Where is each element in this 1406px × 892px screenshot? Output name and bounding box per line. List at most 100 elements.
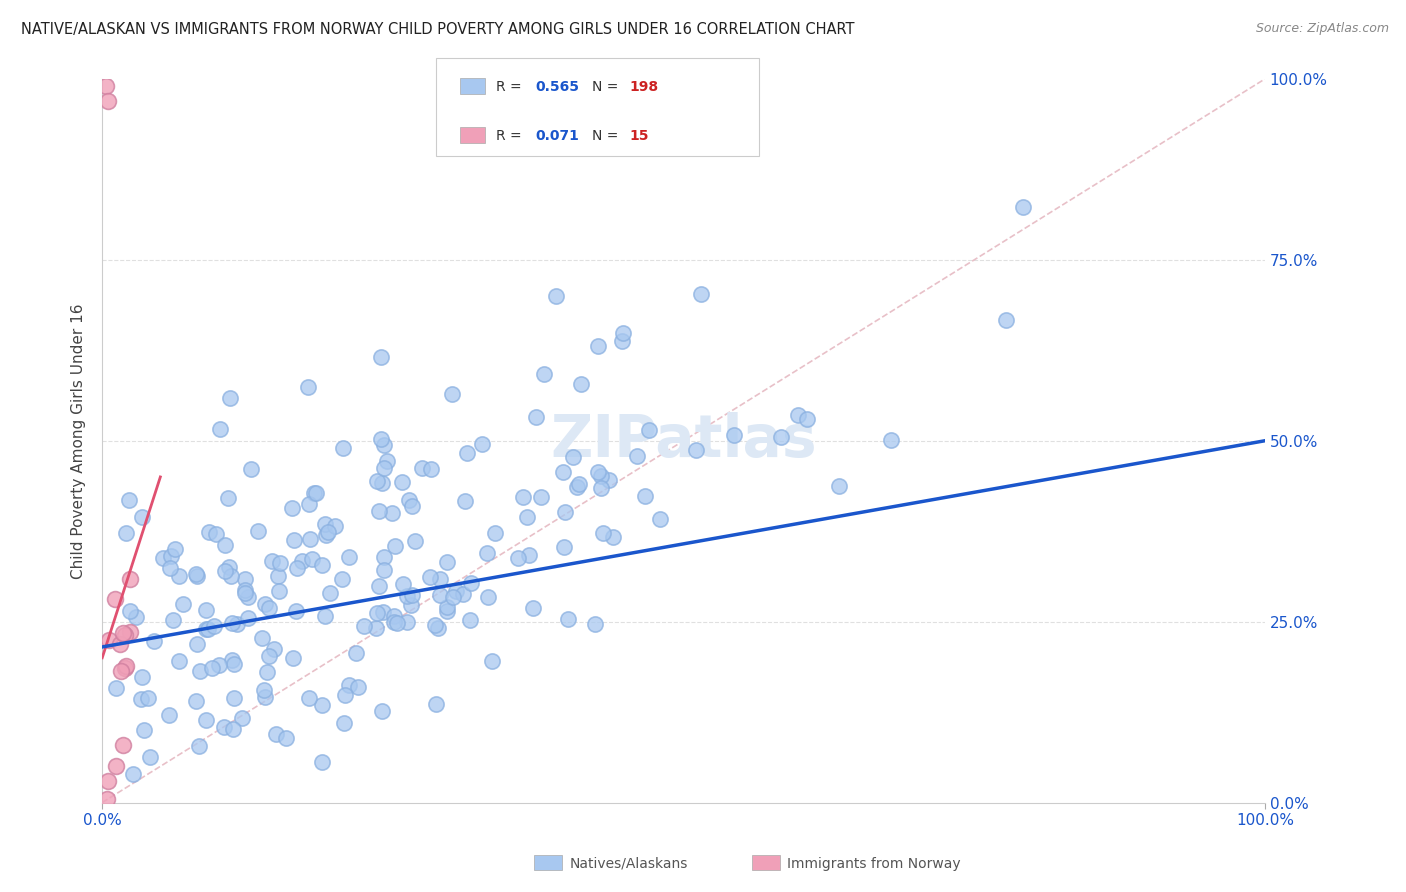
Point	[142, 633, 165, 648]
Point	[202, 619, 225, 633]
Point	[391, 475, 413, 490]
Point	[194, 713, 217, 727]
Point	[787, 409, 810, 423]
Point	[276, 731, 298, 745]
Point	[344, 646, 367, 660]
Point	[197, 623, 219, 637]
Point	[257, 649, 280, 664]
Point	[333, 715, 356, 730]
Point	[512, 490, 534, 504]
Point	[451, 587, 474, 601]
Point	[194, 622, 217, 636]
Point	[114, 661, 136, 675]
Point	[562, 450, 585, 465]
Point	[530, 490, 553, 504]
Point	[114, 627, 136, 641]
Point	[311, 755, 333, 769]
Text: N =: N =	[592, 80, 623, 95]
Point	[454, 493, 477, 508]
Point	[583, 616, 606, 631]
Point	[97, 773, 120, 788]
Point	[554, 505, 576, 519]
Point	[586, 339, 609, 353]
Point	[186, 636, 208, 650]
Point	[456, 446, 478, 460]
Point	[648, 512, 671, 526]
Point	[347, 680, 370, 694]
Point	[112, 626, 135, 640]
Point	[96, 792, 118, 806]
Point	[131, 670, 153, 684]
Point	[122, 767, 145, 781]
Point	[291, 554, 314, 568]
Point	[120, 605, 142, 619]
Point	[337, 678, 360, 692]
Point	[105, 681, 128, 695]
Point	[475, 546, 498, 560]
Point	[163, 541, 186, 556]
Point	[298, 497, 321, 511]
Point	[332, 442, 354, 456]
Point	[201, 661, 224, 675]
Point	[233, 572, 256, 586]
Text: 0.071: 0.071	[536, 129, 579, 144]
Point	[553, 465, 575, 479]
Point	[401, 588, 423, 602]
Point	[690, 286, 713, 301]
Point	[132, 723, 155, 738]
Point	[186, 569, 208, 583]
Point	[108, 638, 131, 652]
Point	[167, 654, 190, 668]
Point	[157, 708, 180, 723]
Point	[118, 492, 141, 507]
Point	[401, 499, 423, 513]
Point	[297, 379, 319, 393]
Point	[370, 704, 392, 718]
Point	[299, 533, 322, 547]
Point	[553, 541, 575, 555]
Point	[152, 550, 174, 565]
Point	[373, 438, 395, 452]
Point	[212, 720, 235, 734]
Text: Natives/Alaskans: Natives/Alaskans	[569, 857, 688, 871]
Point	[159, 561, 181, 575]
Point	[373, 605, 395, 619]
Point	[209, 422, 232, 436]
Point	[264, 727, 287, 741]
Point	[544, 289, 567, 303]
Point	[436, 604, 458, 618]
Point	[240, 462, 263, 476]
Point	[253, 597, 276, 611]
Point	[591, 469, 613, 483]
Point	[319, 586, 342, 600]
Point	[533, 368, 555, 382]
Point	[187, 739, 209, 753]
Point	[222, 657, 245, 672]
Point	[238, 590, 260, 604]
Point	[281, 501, 304, 516]
Point	[382, 615, 405, 630]
Point	[404, 534, 426, 549]
Point	[285, 561, 308, 575]
Text: N =: N =	[592, 129, 623, 144]
Point	[311, 698, 333, 713]
Point	[484, 526, 506, 541]
Point	[231, 711, 253, 725]
Text: 15: 15	[630, 129, 650, 144]
Point	[263, 642, 285, 657]
Text: Source: ZipAtlas.com: Source: ZipAtlas.com	[1256, 22, 1389, 36]
Point	[375, 454, 398, 468]
Point	[458, 613, 481, 627]
Point	[139, 750, 162, 764]
Point	[198, 525, 221, 540]
Point	[460, 575, 482, 590]
Point	[770, 429, 793, 443]
Point	[436, 599, 458, 614]
Point	[612, 326, 634, 341]
Point	[427, 621, 450, 635]
Point	[610, 334, 633, 349]
Point	[323, 519, 346, 533]
Point	[398, 493, 420, 508]
Point	[440, 387, 463, 401]
Point	[120, 624, 142, 639]
